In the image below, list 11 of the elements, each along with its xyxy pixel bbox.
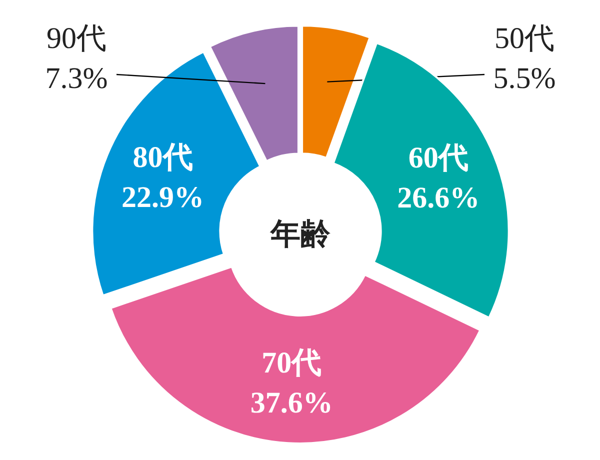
slice-label: 50代	[494, 22, 554, 55]
data-label: 5.5%	[493, 62, 556, 95]
text: 年齢	[270, 217, 330, 252]
slice-label: 60代	[408, 142, 468, 175]
slice-label: 80代	[132, 141, 193, 174]
slice-label: 70代	[262, 346, 322, 380]
data-label: 37.6%	[250, 386, 333, 420]
data-label: 7.3%	[45, 62, 108, 95]
data-label: 26.6%	[397, 182, 480, 215]
data-label: 22.9%	[122, 181, 204, 214]
slice-label: 90代	[46, 22, 106, 55]
